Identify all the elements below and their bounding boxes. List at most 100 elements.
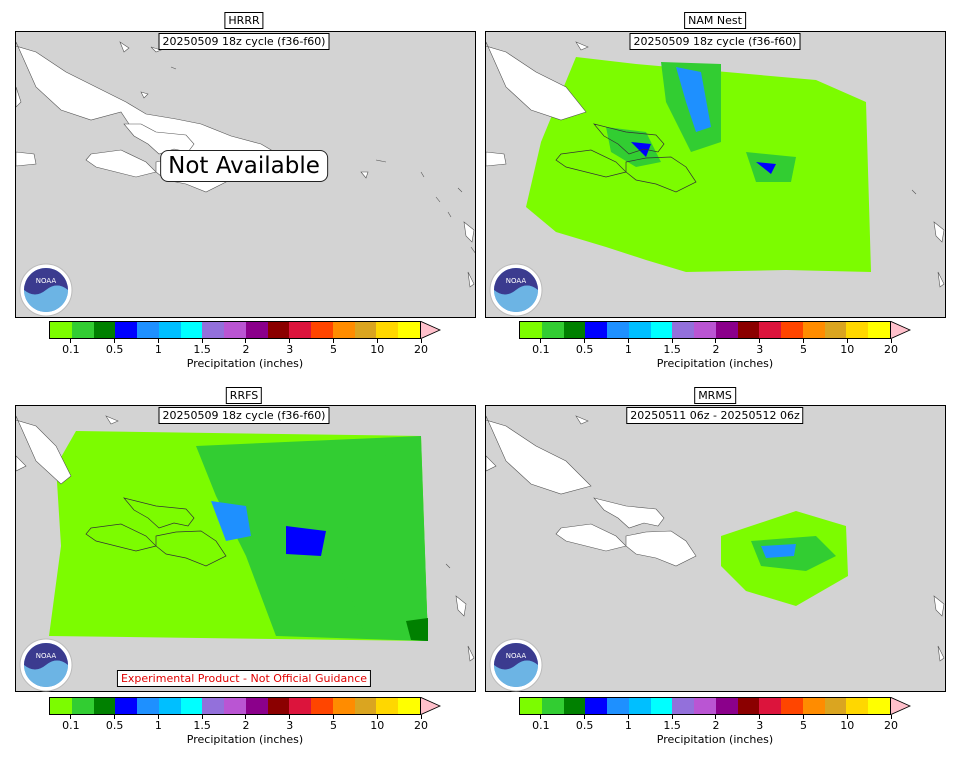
colorbar-strip [49, 697, 421, 715]
colorbar: 0.1 0.5 1 1.5 2 3 5 10 20 Precipitation (inches) [519, 321, 913, 371]
colorbar-tick-label: 1 [154, 343, 162, 356]
logo-text: NOAA [506, 277, 527, 285]
colorbar-tickmark [584, 715, 586, 719]
colorbar-tick-label: 20 [884, 719, 898, 732]
colorbar-tickmark [671, 715, 673, 719]
map-rrfs [15, 405, 476, 692]
colorbar-tickmark [157, 339, 159, 343]
panel-subtitle: 20250509 18z cycle (f36-f60) [629, 33, 801, 50]
colorbar-tickmark [70, 339, 72, 343]
colorbar-segment [245, 322, 268, 338]
colorbar-tick-label: 3 [756, 719, 764, 732]
colorbar-segment [224, 322, 246, 338]
colorbar: 0.1 0.5 1 1.5 2 3 5 10 20 Precipitation (inches) [519, 697, 913, 747]
colorbar-tick-label: 2 [242, 343, 250, 356]
colorbar-segment [585, 322, 608, 338]
colorbar-segment [694, 698, 716, 714]
colorbar-tick-label: 2 [712, 719, 720, 732]
precip-field [486, 41, 945, 288]
colorbar-tick-label: 2 [712, 343, 720, 356]
colorbar-tick-label: 0.5 [575, 343, 594, 356]
colorbar-tickmark [114, 715, 116, 719]
colorbar-tickmark [332, 339, 334, 343]
panel-title: HRRR [224, 12, 264, 29]
colorbar-segment [311, 698, 333, 714]
colorbar-tickmark [846, 339, 848, 343]
colorbar-segment [563, 698, 586, 714]
panel-subtitle: 20250509 18z cycle (f36-f60) [158, 33, 330, 50]
colorbar-tick-label: 0.1 [62, 719, 80, 732]
logo-text: NOAA [36, 652, 57, 660]
colorbar-tickmark [890, 715, 892, 719]
colorbar-segment [628, 698, 651, 714]
colorbar-tick-label: 1 [624, 719, 632, 732]
colorbar-label: Precipitation (inches) [186, 357, 304, 370]
colorbar-tick-label: 1 [154, 719, 162, 732]
precip-field [16, 415, 475, 662]
colorbar-segment [224, 698, 246, 714]
colorbar-segment [824, 698, 847, 714]
colorbar-tickmark [715, 339, 717, 343]
colorbar-tickmark [627, 715, 629, 719]
noaa-logo-icon: NOAA [489, 263, 543, 317]
colorbar-tickmark [245, 715, 247, 719]
map-mrms [485, 405, 946, 692]
colorbar-tick-label: 20 [414, 343, 428, 356]
colorbar-segment [202, 322, 225, 338]
colorbar-segment [759, 698, 782, 714]
colorbar-tickmark [540, 715, 542, 719]
colorbar-segment [759, 322, 782, 338]
colorbar-tickmark [802, 339, 804, 343]
colorbar: 0.1 0.5 1 1.5 2 3 5 10 20 Precipitation (inches) [49, 697, 443, 747]
colorbar-segment [520, 698, 542, 714]
colorbar-segment [158, 322, 181, 338]
colorbar-segment [868, 322, 891, 338]
precip-field [486, 415, 945, 662]
noaa-logo-icon: NOAA [19, 638, 73, 692]
colorbar-segment [311, 322, 333, 338]
colorbar-tick-label: 0.5 [105, 719, 124, 732]
colorbar-segment [93, 322, 116, 338]
colorbar-tickmark [420, 339, 422, 343]
colorbar-segment [607, 322, 629, 338]
colorbar-segment [289, 322, 312, 338]
colorbar-segment [650, 698, 673, 714]
colorbar-tickmark [289, 715, 291, 719]
colorbar-segment [354, 322, 377, 338]
colorbar-tickmark [420, 715, 422, 719]
colorbar-segment [781, 698, 803, 714]
panel-subtitle: 20250509 18z cycle (f36-f60) [158, 407, 330, 424]
colorbar-tickmark [715, 715, 717, 719]
colorbar-segment [180, 322, 203, 338]
colorbar-tickmark [627, 339, 629, 343]
colorbar-tick-label: 5 [799, 719, 807, 732]
colorbar-segment [868, 698, 891, 714]
colorbar-segment [846, 698, 869, 714]
colorbar-tick-label: 3 [286, 719, 294, 732]
colorbar-tick-label: 1.5 [193, 719, 211, 732]
colorbar-segment [650, 322, 673, 338]
colorbar-segment [245, 698, 268, 714]
colorbar-segment [71, 698, 94, 714]
colorbar-segment [158, 698, 181, 714]
colorbar-segment [115, 698, 138, 714]
colorbar-tick-label: 3 [756, 343, 764, 356]
colorbar-segment [802, 322, 825, 338]
colorbar-tick-label: 0.5 [575, 719, 594, 732]
colorbar-segment [115, 322, 138, 338]
colorbar-segment [737, 698, 760, 714]
colorbar-segment [137, 698, 159, 714]
colorbar-tickmark [759, 715, 761, 719]
colorbar-tick-label: 2 [242, 719, 250, 732]
colorbar-tick-label: 1.5 [193, 343, 211, 356]
not-available-badge: Not Available [160, 150, 328, 182]
colorbar-segment [137, 322, 159, 338]
colorbar-segment [376, 698, 399, 714]
colorbar-tick-label: 1 [624, 343, 632, 356]
colorbar-segment [71, 322, 94, 338]
colorbar-tick-label: 10 [840, 343, 855, 356]
colorbar-tickmark [671, 339, 673, 343]
colorbar-tickmark [201, 339, 203, 343]
colorbar-label: Precipitation (inches) [656, 357, 774, 370]
colorbar-tick-label: 5 [799, 343, 807, 356]
